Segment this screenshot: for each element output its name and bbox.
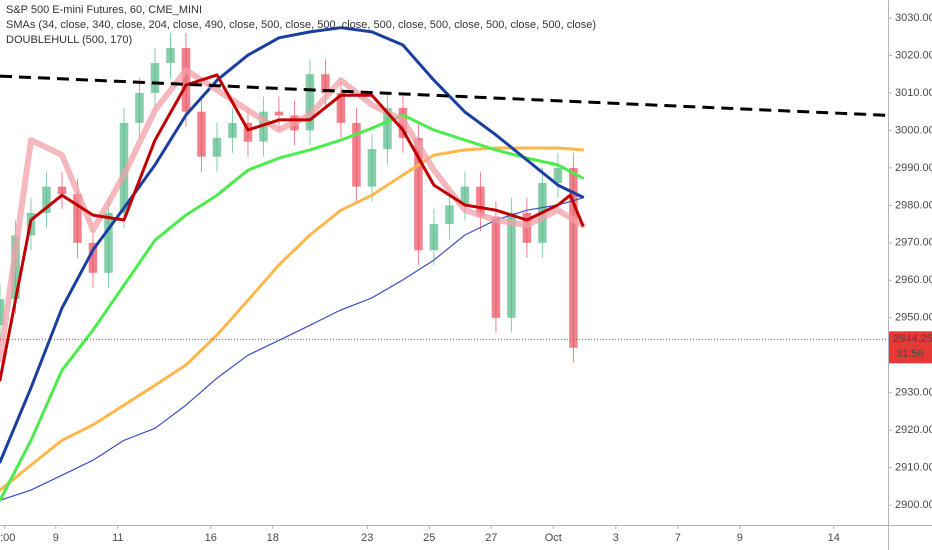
candle-body [181,47,191,112]
y-tick-label: 2920.00 [895,424,932,436]
y-tick-label: 3030.00 [895,12,932,24]
x-tick-label: 14 [828,532,840,544]
legend-line: S&P 500 E-mini Futures, 60, CME_MINI [6,4,202,16]
y-tick-label: 3020.00 [895,49,932,61]
x-tick-label: 11 [112,532,123,544]
candle-body [445,205,454,225]
candle-body [569,167,578,348]
x-tick-label: 3 [613,532,619,544]
x-tick-label: 27 [485,532,497,544]
candle-body [135,92,144,123]
candle-body [321,74,330,93]
indicator-line [0,73,585,382]
legend-line: DOUBLEHULL (500, 170) [6,34,132,46]
plot-area [0,26,889,502]
y-tick-label: 2900.00 [895,499,932,511]
y-tick-label: 2980.00 [895,199,932,211]
candle-body [553,167,563,183]
indicator-line [0,26,585,464]
x-tick-label: 7:00 [0,532,15,544]
candle-body [305,74,315,131]
y-tick-label: 3000.00 [895,124,932,136]
x-tick-label: 9 [53,532,59,544]
candle-body [367,149,377,187]
last-price-tag [889,331,932,364]
candle-body [259,111,268,142]
y-tick-label: 2960.00 [895,274,932,286]
y-tick-label: 2970.00 [895,237,932,249]
candle-body [352,122,361,187]
candle-body [104,212,113,273]
x-tick-label: 7 [675,532,681,544]
candle-body [0,299,5,326]
candle-body [507,212,516,318]
candle-body [166,47,175,63]
legend-line: SMAs (34, close, 340, close, 204, close,… [6,19,596,31]
candle-body [336,92,346,123]
candle-body [243,122,253,142]
x-tick-label: 9 [737,532,743,544]
last-price-label: 2944.25 [893,333,932,345]
candle-body [73,194,82,243]
y-tick-label: 3010.00 [895,87,932,99]
y-tick-label: 2930.00 [895,387,932,399]
countdown-label: 31:56 [896,348,924,360]
indicator-line [0,197,584,501]
x-tick-label: Oct [545,532,562,544]
candle-body [57,186,67,195]
candle-body [150,62,160,93]
x-tick-label: 18 [267,532,279,544]
candle-body [212,137,222,157]
candle-body [383,107,392,150]
y-tick-label: 2910.00 [895,462,932,474]
candle-body [414,137,423,251]
x-tick-label: 25 [423,532,435,544]
x-tick-label: 23 [361,532,373,544]
indicator-line [0,67,586,364]
candle-body [197,111,206,157]
candle-body [491,216,501,318]
candle-body [119,122,129,213]
trendline [0,74,889,117]
candle-body [429,224,439,251]
candle-body [88,242,98,273]
candle-body [274,111,284,116]
y-tick-label: 2990.00 [895,162,932,174]
indicator-line [0,113,585,502]
candle-body [228,122,237,138]
y-tick-label: 2950.00 [895,312,932,324]
candle-body [42,186,51,213]
x-tick-label: 16 [205,532,217,544]
candle-body [460,186,470,206]
candle-body [476,186,485,217]
